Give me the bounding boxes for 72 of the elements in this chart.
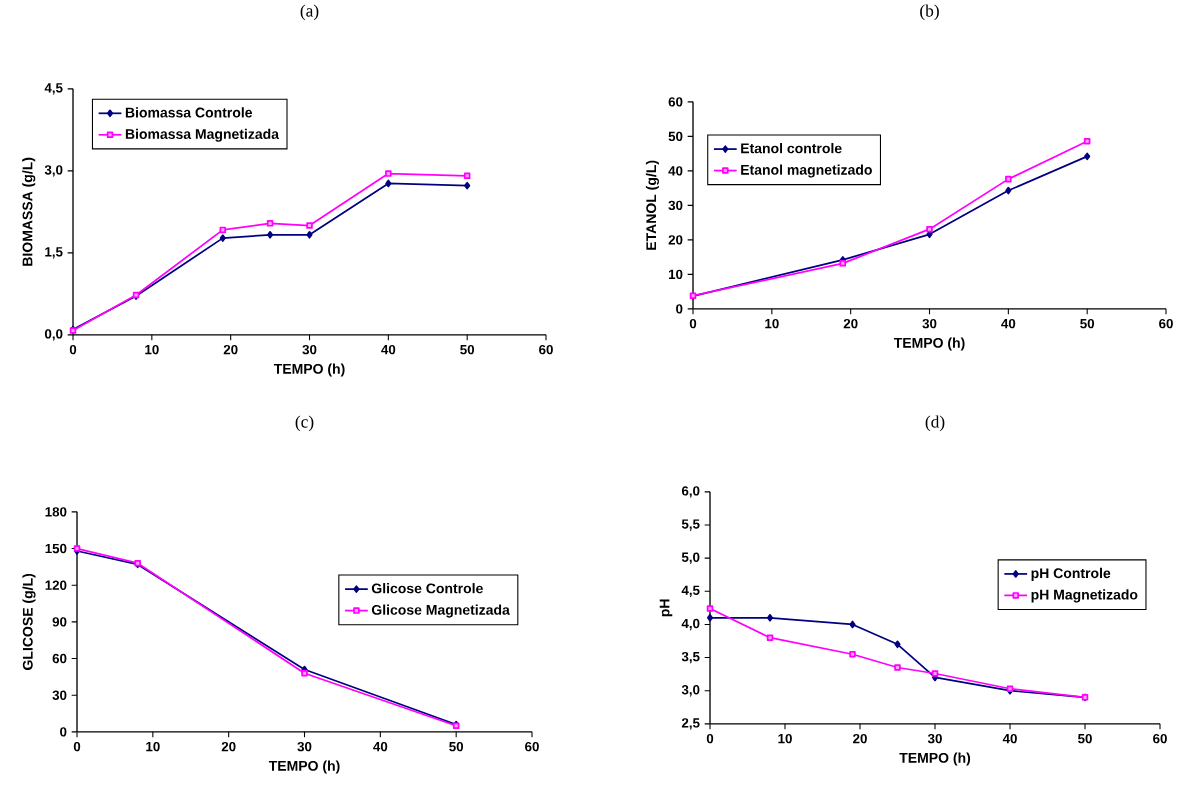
y-tick-label: 30	[52, 690, 67, 700]
x-tick-label: 40	[1001, 318, 1016, 329]
x-axis-title: TEMPO (h)	[273, 363, 345, 377]
x-tick-label: 0	[73, 741, 81, 752]
y-tick-label: 3,0	[681, 685, 700, 697]
legend-label: pH Magnetizado	[1031, 589, 1138, 603]
y-tick-label: 20	[668, 235, 683, 245]
x-tick-label: 10	[765, 318, 779, 329]
y-tick-label: 150	[45, 543, 67, 554]
legend-label: Glicose Controle	[371, 583, 483, 594]
x-tick-label: 0	[69, 344, 77, 355]
legend-label: Biomassa Controle	[125, 107, 253, 118]
chart-title: (d)	[925, 415, 945, 432]
y-tick-label: 5,0	[681, 552, 700, 564]
x-axis-title: TEMPO (h)	[893, 337, 965, 351]
x-tick-label: 10	[146, 741, 160, 752]
x-tick-label: 50	[460, 344, 475, 355]
legend-label: Etanol magnetizado	[741, 164, 872, 178]
y-tick-label: 4,5	[681, 585, 700, 597]
y-tick-label: 180	[45, 507, 67, 517]
y-tick-label: 40	[668, 166, 683, 176]
x-tick-label: 0	[706, 733, 714, 744]
x-tick-label: 50	[1080, 318, 1095, 329]
x-tick-label: 40	[373, 741, 388, 752]
x-tick-label: 60	[525, 741, 539, 752]
y-tick-label: 3,0	[44, 165, 63, 177]
y-tick-label: 50	[668, 131, 683, 142]
y-tick-label: 2,5	[681, 718, 700, 730]
x-axis-title: TEMPO (h)	[899, 752, 971, 766]
y-tick-label: 90	[52, 617, 67, 627]
x-tick-label: 60	[1159, 318, 1173, 329]
x-tick-label: 10	[145, 344, 159, 355]
x-tick-label: 60	[539, 344, 553, 355]
y-tick-label: 5,5	[681, 519, 700, 531]
y-tick-label: 120	[45, 580, 67, 590]
y-tick-label: 30	[668, 200, 683, 211]
y-tick-label: 60	[52, 653, 67, 664]
x-tick-label: 30	[922, 318, 937, 329]
x-tick-label: 10	[778, 733, 792, 744]
x-tick-label: 60	[1153, 733, 1167, 744]
x-tick-label: 20	[853, 733, 867, 744]
y-tick-label: 4,0	[681, 618, 700, 631]
legend-label: Glicose Magnetizada	[371, 604, 510, 618]
x-tick-label: 50	[1078, 733, 1092, 744]
legend-label: pH Controle	[1031, 567, 1111, 581]
x-axis-title: TEMPO (h)	[268, 760, 340, 774]
chart-title: (b)	[920, 4, 939, 21]
x-tick-label: 20	[223, 344, 238, 355]
y-tick-label: 1,5	[45, 247, 63, 259]
y-axis-title: BIOMASSA (g/L)	[22, 157, 36, 266]
y-axis-title: ETANOL (g/L)	[645, 160, 659, 250]
x-tick-label: 20	[843, 318, 858, 329]
y-tick-label: 0,0	[44, 329, 63, 341]
x-tick-label: 30	[297, 741, 312, 752]
x-tick-label: 30	[302, 344, 317, 355]
y-tick-label: 60	[668, 97, 683, 107]
y-tick-label: 6,0	[681, 486, 700, 498]
legend-label: Etanol controle	[741, 143, 842, 154]
x-tick-label: 30	[927, 733, 942, 744]
x-tick-label: 40	[381, 344, 396, 355]
y-tick-label: 3,5	[681, 651, 700, 664]
y-axis-title: GLICOSE (g/L)	[22, 574, 36, 670]
y-tick-label: 10	[668, 269, 683, 280]
chart-title: (a)	[300, 4, 319, 21]
legend-label: Biomassa Magnetizada	[125, 128, 280, 142]
x-tick-label: 20	[221, 741, 236, 752]
x-tick-label: 50	[449, 741, 464, 752]
x-tick-label: 40	[1002, 733, 1017, 744]
y-tick-label: 0	[676, 304, 683, 314]
chart-title: (c)	[295, 415, 314, 432]
y-axis-title: pH	[659, 599, 673, 617]
y-tick-label: 4,5	[44, 83, 63, 95]
